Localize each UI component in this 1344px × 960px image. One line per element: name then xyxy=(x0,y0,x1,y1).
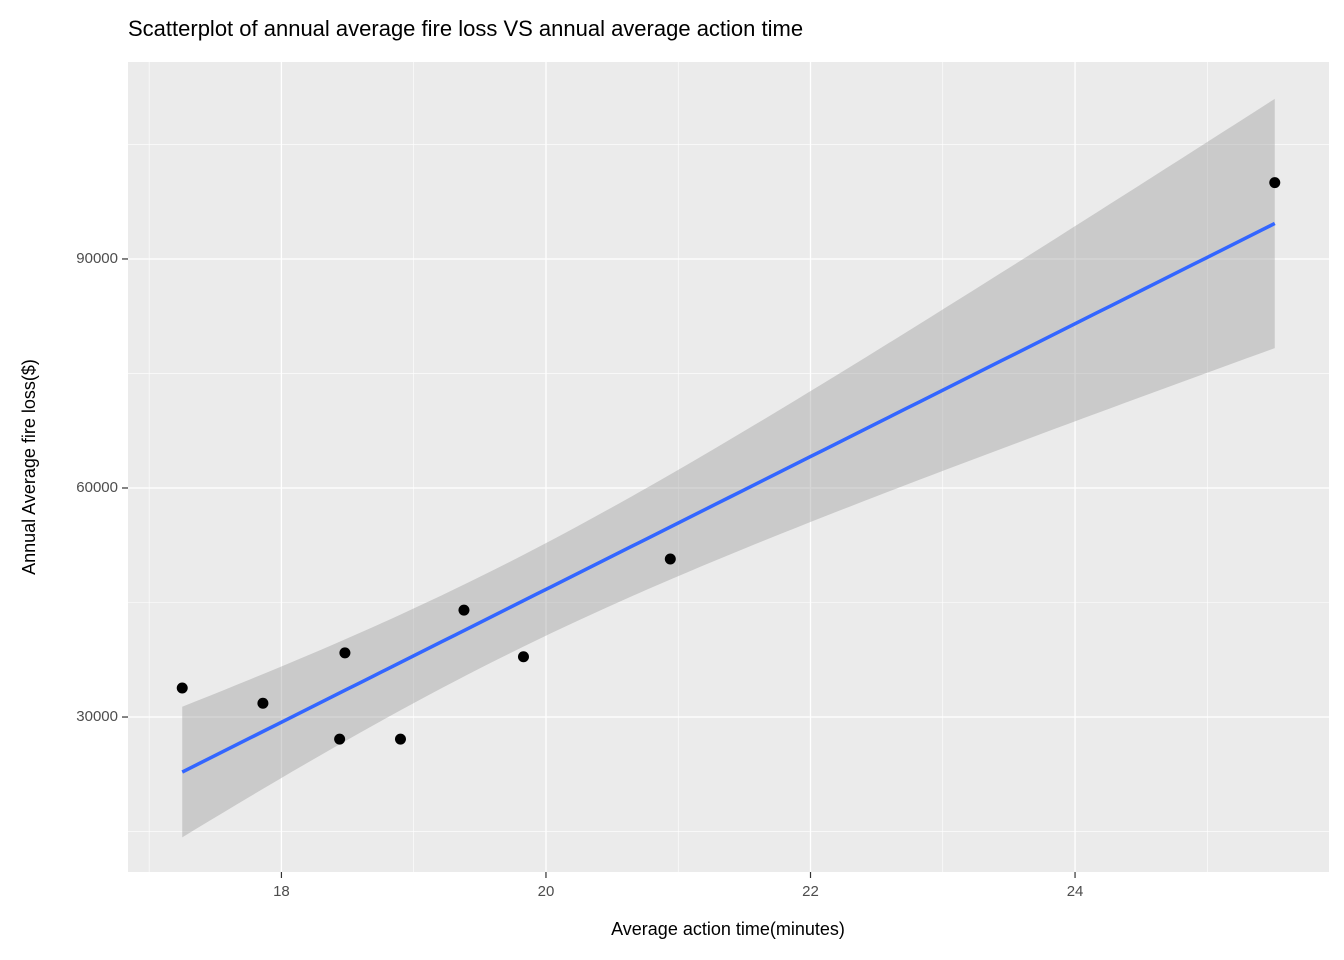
chart-title: Scatterplot of annual average fire loss … xyxy=(128,16,803,41)
point xyxy=(176,682,188,694)
point xyxy=(664,553,676,565)
point xyxy=(394,733,406,745)
x-axis-title: Average action time(minutes) xyxy=(611,919,845,939)
x-tick-label: 22 xyxy=(802,883,819,900)
point xyxy=(339,647,351,659)
y-tick-label: 30000 xyxy=(76,708,118,725)
fit-line xyxy=(181,221,1276,774)
point xyxy=(458,604,470,616)
point xyxy=(257,697,269,709)
point xyxy=(1269,177,1281,189)
y-axis-title: Annual Average fire loss($) xyxy=(19,359,39,575)
confidence-band xyxy=(182,98,1275,838)
x-tick-label: 18 xyxy=(273,883,290,900)
y-tick-label: 90000 xyxy=(76,250,118,267)
y-tick-label: 60000 xyxy=(76,479,118,496)
x-tick-label: 20 xyxy=(538,883,555,900)
plot-panel xyxy=(128,62,1329,872)
point xyxy=(517,651,529,663)
point xyxy=(334,733,346,745)
x-tick-label: 24 xyxy=(1067,883,1084,900)
